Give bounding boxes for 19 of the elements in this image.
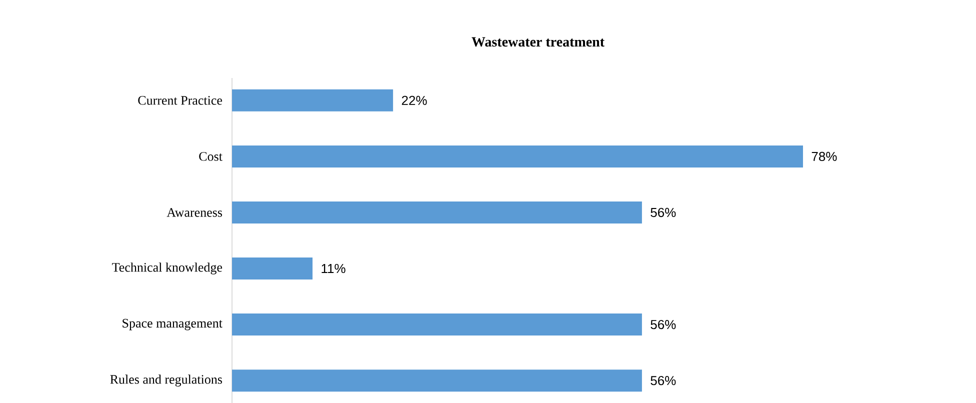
bar <box>232 89 394 112</box>
y-tick-label: Space management <box>122 318 222 330</box>
chart-title: Wastewater treatment <box>472 37 604 47</box>
y-tick-label: Technical knowledge <box>112 262 222 274</box>
bar <box>232 369 642 392</box>
y-tick-label: Rules and regulations <box>110 374 222 386</box>
data-label: 11% <box>322 264 346 273</box>
y-tick-label: Cost <box>199 152 222 161</box>
data-label: 78% <box>812 152 837 161</box>
bar <box>232 257 313 280</box>
y-tick-label: Current Practice <box>138 96 222 105</box>
bar <box>232 145 804 168</box>
data-label: 56% <box>650 320 676 330</box>
data-label: 56% <box>650 376 676 386</box>
data-label: 22% <box>402 96 427 105</box>
bar <box>232 313 642 336</box>
y-tick-label: Awareness <box>166 208 222 217</box>
bar <box>232 201 642 224</box>
data-label: 56% <box>650 208 676 217</box>
